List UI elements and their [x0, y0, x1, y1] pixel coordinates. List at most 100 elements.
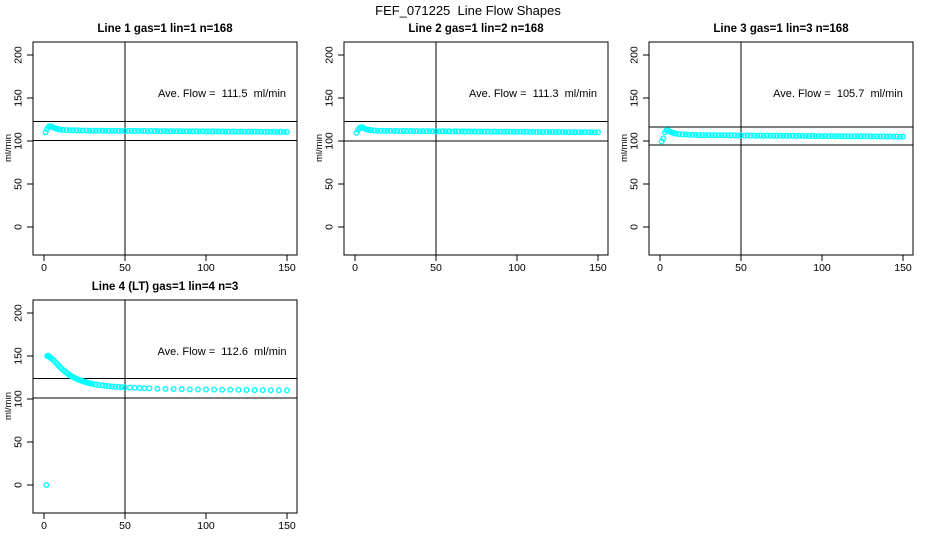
data-point: [796, 132, 803, 139]
data-point: [500, 128, 507, 135]
data-point: [429, 128, 436, 135]
data-point: [491, 128, 498, 135]
data-point: [99, 127, 106, 134]
data-point: [167, 128, 174, 135]
data-point: [588, 129, 595, 136]
data-point: [591, 129, 598, 136]
data-point: [900, 133, 907, 140]
plot-frame: [343, 41, 609, 256]
data-point: [504, 128, 511, 135]
data-point: [462, 128, 469, 135]
data-point: [194, 386, 201, 393]
data-point: [259, 387, 266, 394]
y-tick-label: 0: [629, 224, 641, 230]
data-point: [43, 481, 50, 488]
data-point: [426, 128, 433, 135]
data-point: [105, 383, 112, 390]
data-point: [79, 127, 86, 134]
data-point: [131, 384, 138, 391]
data-point: [689, 131, 696, 138]
data-point: [478, 128, 485, 135]
y-tick-label: 150: [324, 89, 336, 107]
data-point: [96, 127, 103, 134]
x-tick-label: 100: [197, 262, 215, 274]
data-point: [170, 385, 177, 392]
data-point: [789, 132, 796, 139]
data-point: [228, 128, 235, 135]
data-point: [715, 132, 722, 139]
y-axis-label: ml/min: [5, 134, 14, 162]
y-tick-label: 0: [13, 482, 25, 488]
data-point: [815, 132, 822, 139]
data-point: [510, 128, 517, 135]
data-point: [267, 387, 274, 394]
data-point: [105, 127, 112, 134]
data-point: [371, 127, 378, 134]
data-point: [183, 128, 190, 135]
data-point: [157, 128, 164, 135]
subplot-line-4-panel: 0 50 100 150 0 50 100 150 200 ml/min Line 4 (LT) …: [5, 280, 315, 538]
x-tick-label: 0: [657, 262, 663, 274]
ave-flow-annotation: Ave. Flow = 105.7 ml/min: [773, 88, 903, 100]
data-point: [416, 128, 423, 135]
data-point: [251, 387, 258, 394]
data-point: [484, 128, 491, 135]
data-point: [841, 133, 848, 140]
data-point: [173, 128, 180, 135]
data-point: [728, 132, 735, 139]
data-point: [284, 128, 291, 135]
data-point: [734, 132, 741, 139]
data-point: [410, 128, 417, 135]
data-point: [488, 128, 495, 135]
data-point: [805, 133, 812, 140]
data-point: [115, 383, 122, 390]
data-point: [517, 128, 524, 135]
data-point: [497, 128, 504, 135]
subplot-line-1-panel: 0 50 100 150 0 50 100 150 200 ml/min Line 1 gas=1…: [5, 22, 315, 280]
plot-frame: [32, 41, 298, 256]
data-point: [92, 381, 99, 388]
data-points-group: [658, 127, 907, 145]
y-tick-label: 50: [13, 436, 25, 448]
y-axis-label: ml/min: [316, 134, 325, 162]
data-point: [60, 126, 67, 133]
data-point: [552, 129, 559, 136]
y-tick-label: 50: [324, 178, 336, 190]
data-point: [407, 127, 414, 134]
data-point: [854, 133, 861, 140]
data-point: [219, 128, 226, 135]
data-point: [578, 129, 585, 136]
tick-labels: 0 50 100 150 0 50 100 150 200 ml/min: [316, 46, 607, 274]
data-point: [699, 131, 706, 138]
data-point: [212, 128, 219, 135]
data-point: [387, 127, 394, 134]
data-point: [112, 127, 119, 134]
data-point: [211, 386, 218, 393]
plot-frame: [648, 41, 914, 256]
data-point: [874, 133, 881, 140]
data-point: [186, 128, 193, 135]
data-point: [177, 128, 184, 135]
y-tick-label: 100: [13, 132, 25, 150]
data-point: [822, 132, 829, 139]
x-tick-label: 100: [508, 262, 526, 274]
subplot-title: Line 3 gas=1 lin=3 n=168: [713, 23, 849, 35]
data-point: [284, 387, 291, 394]
data-point: [475, 128, 482, 135]
data-point: [394, 127, 401, 134]
data-point: [274, 128, 281, 135]
data-point: [585, 129, 592, 136]
y-tick-label: 50: [629, 178, 641, 190]
data-point: [682, 131, 689, 138]
data-point: [750, 132, 757, 139]
data-point: [864, 133, 871, 140]
data-point: [227, 386, 234, 393]
data-point: [186, 386, 193, 393]
data-point: [705, 132, 712, 139]
data-point: [147, 127, 154, 134]
data-point: [261, 128, 268, 135]
data-point: [126, 384, 133, 391]
y-tick-label: 150: [13, 347, 25, 365]
data-point: [721, 132, 728, 139]
